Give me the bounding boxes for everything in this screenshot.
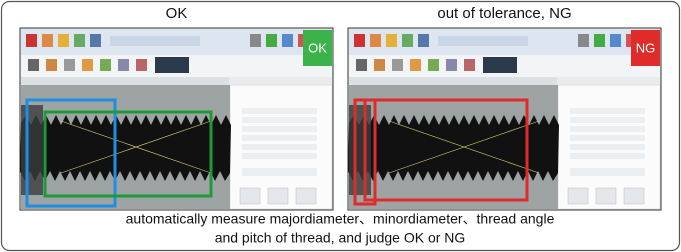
tool-icon	[402, 34, 413, 47]
tool-icon	[250, 34, 261, 47]
panel-button	[624, 188, 644, 204]
tool-icon	[370, 34, 381, 47]
thread-end	[21, 105, 43, 195]
tool-icon	[136, 59, 147, 71]
screenshot-panel: out of tolerance, NG NG	[348, 5, 661, 210]
figure: OK OK out of tolerance, NG NG automatically…	[0, 0, 681, 252]
tool-icon	[354, 34, 365, 47]
table-row	[242, 168, 317, 176]
tool-icon	[82, 59, 93, 71]
table-row	[242, 135, 317, 141]
panel-label: out of tolerance, NG	[437, 5, 571, 22]
table-row	[242, 126, 317, 132]
tool-icon	[90, 34, 101, 47]
tool-icon	[64, 59, 75, 71]
title-strip	[438, 36, 528, 46]
preview	[483, 57, 517, 73]
panel-button	[596, 188, 616, 204]
tool-icon	[410, 59, 421, 71]
caption-line: and pitch of thread, and judge OK or NG	[215, 230, 466, 246]
tool-icon	[610, 34, 621, 47]
table-row	[242, 108, 317, 114]
table-row	[570, 126, 645, 132]
panel-button	[568, 188, 588, 204]
tool-icon	[374, 59, 385, 71]
table-row	[570, 168, 645, 176]
preview	[155, 57, 189, 73]
tool-icon	[118, 59, 129, 71]
tool-icon	[42, 34, 53, 47]
caption-line: automatically measure majordiameter、mino…	[126, 211, 555, 227]
tool-icon	[266, 34, 277, 47]
tool-icon	[74, 34, 85, 47]
result-badge: NG	[636, 40, 656, 55]
tool-icon	[26, 34, 37, 47]
screenshot-panel: OK OK	[20, 5, 333, 210]
panel-label: OK	[166, 5, 188, 22]
thread-end	[349, 105, 371, 195]
tool-icon	[356, 59, 367, 71]
tool-icon	[100, 59, 111, 71]
tool-icon	[464, 59, 475, 71]
tool-icon	[428, 59, 439, 71]
table-row	[570, 117, 645, 123]
tool-icon	[594, 34, 605, 47]
tool-icon	[418, 34, 429, 47]
tool-icon	[58, 34, 69, 47]
tool-icon	[282, 34, 293, 47]
table-row	[570, 108, 645, 114]
table-row	[570, 153, 645, 159]
panel-button	[240, 188, 260, 204]
tool-icon	[28, 59, 39, 71]
panel-button	[268, 188, 288, 204]
table-row	[570, 135, 645, 141]
tool-icon	[392, 59, 403, 71]
tool-icon	[578, 34, 589, 47]
status-bar	[21, 77, 229, 85]
tool-icon	[446, 59, 457, 71]
table-row	[570, 144, 645, 150]
table-row	[242, 153, 317, 159]
status-bar	[349, 77, 557, 85]
result-badge: OK	[308, 40, 327, 55]
table-row	[242, 117, 317, 123]
title-strip	[110, 36, 200, 46]
tool-icon	[386, 34, 397, 47]
table-row	[242, 144, 317, 150]
tool-icon	[46, 59, 57, 71]
panel-button	[296, 188, 316, 204]
